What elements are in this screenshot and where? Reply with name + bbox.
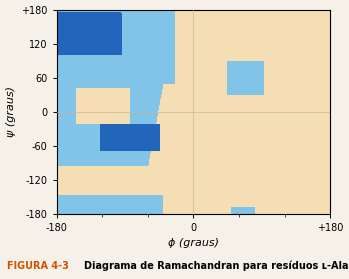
X-axis label: ϕ (graus): ϕ (graus) [168,238,219,248]
Y-axis label: ψ (graus): ψ (graus) [6,86,16,137]
Text: Diagrama de Ramachandran para resíduos ʟ-Ala.: Diagrama de Ramachandran para resíduos ʟ… [84,260,349,271]
Text: FIGURA 4-3: FIGURA 4-3 [7,261,69,271]
